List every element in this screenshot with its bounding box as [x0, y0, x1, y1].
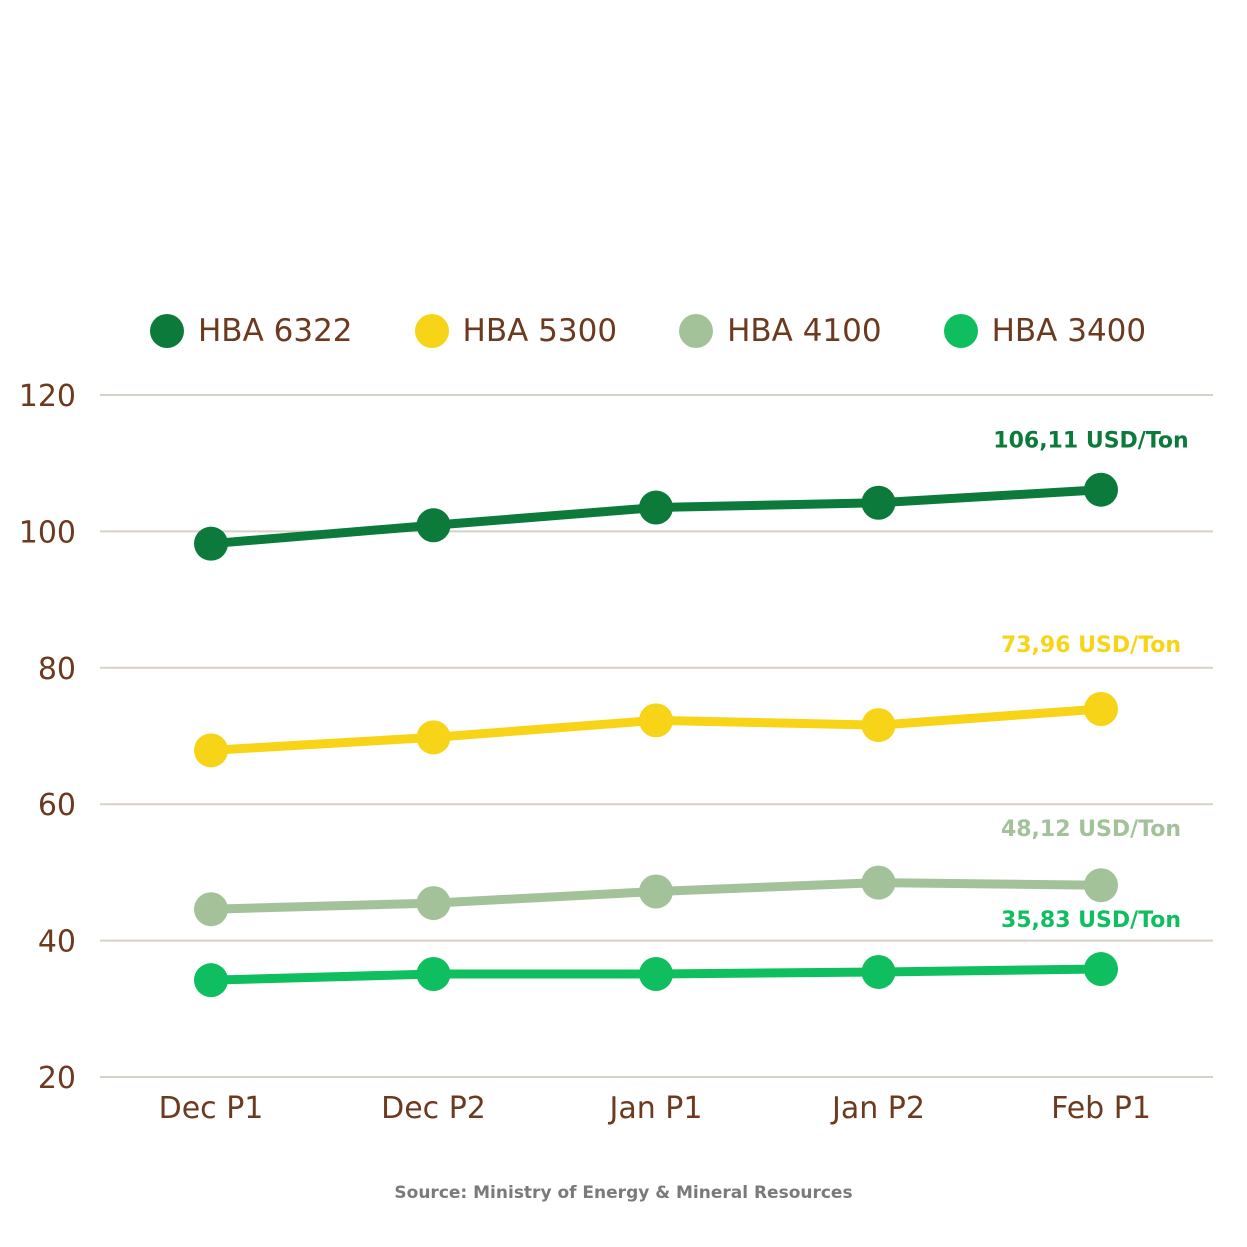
legend-dot-icon: [679, 314, 714, 348]
data-point: [1084, 868, 1118, 903]
series-group: [194, 472, 1118, 998]
data-point: [194, 526, 228, 561]
y-axis-ticks: 20 40 60 80 100 120: [19, 379, 76, 1096]
data-point: [1084, 952, 1118, 987]
series-hba-4100: [194, 865, 1118, 927]
legend-item: HBA 4100: [679, 313, 882, 349]
legend-label: HBA 4100: [727, 313, 882, 349]
data-point: [194, 733, 228, 768]
x-tick-label: Feb P1: [1051, 1091, 1151, 1126]
y-tick-label: 20: [38, 1061, 76, 1096]
y-tick-label: 40: [38, 925, 76, 960]
end-value-label: 73,96 USD/Ton: [1001, 633, 1181, 658]
legend-item: HBA 5300: [414, 313, 618, 349]
data-point: [861, 865, 896, 900]
data-point: [861, 708, 896, 743]
y-tick-label: 100: [19, 515, 76, 550]
data-point: [639, 490, 673, 525]
legend-label: HBA 5300: [462, 313, 618, 349]
data-point: [639, 874, 673, 909]
data-point: [416, 886, 451, 921]
grid-lines: [100, 394, 1213, 1078]
series-hba-5300: [194, 691, 1118, 768]
series-hba-3400: [194, 952, 1118, 998]
legend-label: HBA 6322: [198, 313, 353, 349]
data-point: [861, 954, 896, 989]
x-tick-label: Jan P2: [830, 1091, 925, 1126]
y-tick-label: 60: [38, 788, 76, 823]
data-point: [861, 485, 896, 520]
y-tick-label: 80: [38, 652, 76, 687]
data-point: [1084, 691, 1118, 726]
series-hba-6322: [194, 472, 1118, 561]
x-tick-label: Dec P1: [159, 1091, 264, 1126]
data-point: [416, 957, 451, 992]
x-tick-label: Dec P2: [381, 1091, 486, 1126]
x-axis-ticks: Dec P1 Dec P2 Jan P1 Jan P2 Feb P1: [159, 1091, 1151, 1126]
source-note: Source: Ministry of Energy & Mineral Res…: [394, 1183, 853, 1203]
legend: HBA 6322 HBA 5300 HBA 4100 HBA 3400: [150, 313, 1208, 349]
data-point: [416, 508, 451, 543]
x-tick-label: Jan P1: [608, 1091, 703, 1126]
end-value-label: 106,11 USD/Ton: [993, 429, 1188, 454]
end-value-label: 35,83 USD/Ton: [1001, 908, 1181, 933]
legend-dot-icon: [414, 314, 449, 348]
legend-dot-icon: [943, 314, 978, 348]
legend-dot-icon: [150, 314, 184, 348]
legend-item: HBA 3400: [943, 313, 1147, 349]
legend-label: HBA 3400: [991, 313, 1147, 349]
data-point: [194, 963, 228, 998]
data-point: [639, 957, 673, 992]
data-point: [194, 892, 228, 927]
data-point: [639, 703, 673, 738]
legend-item: HBA 6322: [150, 313, 353, 349]
data-point: [1084, 472, 1118, 507]
data-point: [416, 720, 451, 755]
y-tick-label: 120: [19, 379, 76, 414]
end-value-label: 48,12 USD/Ton: [1001, 817, 1181, 842]
end-labels: 106,11 USD/Ton 73,96 USD/Ton 48,12 USD/Ton…: [993, 429, 1188, 933]
